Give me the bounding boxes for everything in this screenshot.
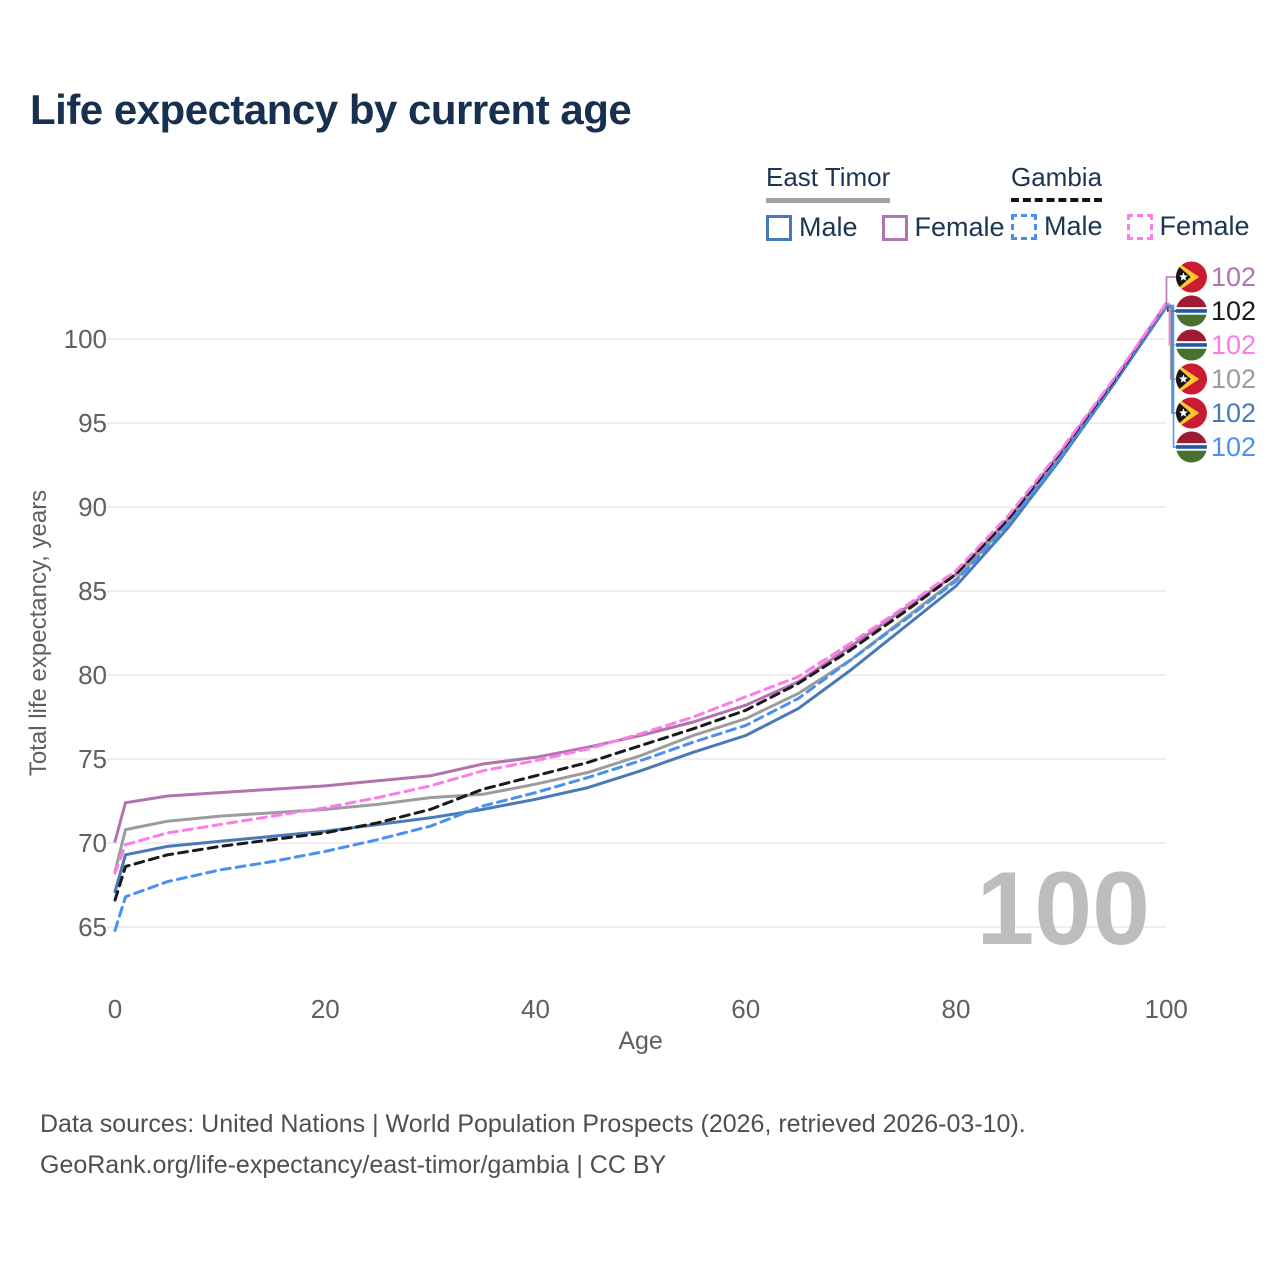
legend-swatch-east-timor-female-icon	[881, 214, 908, 241]
series-line-gambia_male	[113, 303, 1168, 932]
end-label-value-gambia_male: 102	[1211, 432, 1256, 462]
x-tick-label-60: 60	[731, 994, 760, 1024]
end-label-value-gambia_female: 102	[1211, 330, 1256, 360]
y-tick-label-70: 70	[78, 828, 107, 858]
footer: Data sources: United Nations | World Pop…	[40, 1104, 1026, 1186]
legend-swatch-gambia-male-icon	[1011, 213, 1037, 240]
x-tick-label-100: 100	[1145, 994, 1188, 1024]
end-label-leader-gambia_male	[1166, 304, 1176, 448]
flag-gambia-icon	[1176, 329, 1207, 361]
y-tick-label-75: 75	[78, 744, 107, 774]
legend-item-gambia-female[interactable]: Female	[1126, 211, 1250, 242]
series-line-gambia_female	[113, 302, 1168, 875]
legend-group-gambia: Gambia Male Female	[1011, 162, 1250, 242]
legend-label-east-timor-male: Male	[799, 212, 858, 242]
y-tick-label-100: 100	[64, 324, 107, 354]
legend-item-gambia-male[interactable]: Male	[1011, 211, 1103, 242]
flag-east-timor-icon	[1176, 261, 1207, 293]
footer-data-sources: Data sources: United Nations | World Pop…	[40, 1110, 1026, 1138]
end-label-leader-east_timor_female	[1165, 276, 1176, 305]
x-tick-label-40: 40	[521, 994, 550, 1024]
legend: East Timor Male Female Gambia Male	[0, 162, 1280, 242]
y-tick-label-95: 95	[78, 408, 107, 438]
x-tick-label-20: 20	[311, 994, 340, 1024]
legend-item-east-timor-female[interactable]: Female	[881, 212, 1005, 243]
legend-swatch-east-timor-male-icon	[766, 214, 792, 241]
legend-item-east-timor-male[interactable]: Male	[766, 212, 858, 243]
legend-label-gambia-male: Male	[1044, 211, 1103, 241]
end-label-value-east_timor_female: 102	[1211, 262, 1256, 292]
y-tick-label-65: 65	[78, 912, 107, 942]
end-label-value-east_timor_total: 102	[1211, 364, 1256, 394]
age-watermark: 100	[976, 851, 1150, 967]
footer-url: GeoRank.org/life-expectancy/east-timor/g…	[40, 1151, 667, 1179]
flag-east-timor-icon	[1176, 363, 1207, 395]
flag-gambia-icon	[1176, 431, 1207, 463]
x-axis-title: Age	[618, 1027, 662, 1055]
series-line-gambia_total	[113, 302, 1168, 902]
x-tick-label-80: 80	[941, 994, 970, 1024]
flag-east-timor-icon	[1176, 397, 1207, 429]
series-line-east_timor_total	[113, 303, 1168, 874]
legend-label-gambia-female: Female	[1159, 211, 1250, 241]
series-line-east_timor_male	[113, 305, 1168, 894]
end-label-value-east_timor_male: 102	[1211, 398, 1256, 428]
legend-swatch-gambia-female-icon	[1126, 213, 1153, 240]
y-tick-label-80: 80	[78, 660, 107, 690]
end-label-value-gambia_total: 102	[1211, 296, 1256, 326]
legend-country-gambia[interactable]: Gambia	[1011, 162, 1103, 202]
legend-label-east-timor-female: Female	[914, 212, 1005, 242]
chart-title: Life expectancy by current age	[30, 86, 632, 133]
flag-gambia-icon	[1176, 295, 1207, 327]
y-axis-title: Total life expectancy, years	[25, 490, 52, 776]
y-tick-label-85: 85	[78, 576, 107, 606]
legend-country-east-timor[interactable]: East Timor	[766, 162, 891, 203]
y-tick-label-90: 90	[78, 492, 107, 522]
end-label-leader-east_timor_total	[1166, 304, 1176, 380]
legend-group-east-timor: East Timor Male Female	[766, 162, 1005, 243]
x-tick-label-0: 0	[108, 994, 122, 1024]
